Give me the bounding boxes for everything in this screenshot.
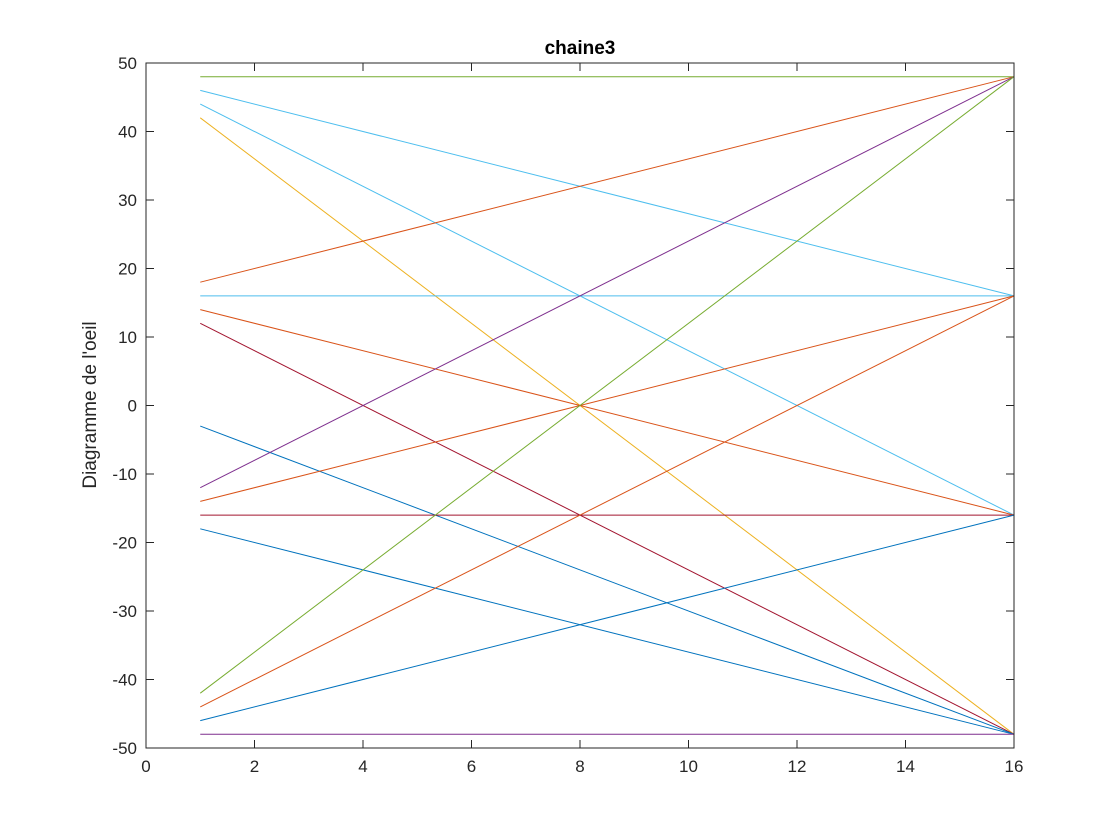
series-line-4 — [199, 117, 1015, 735]
series-line-15 — [200, 295, 1015, 708]
x-tick-label: 4 — [358, 757, 367, 776]
series-line-10 — [200, 76, 1015, 489]
y-tick-label: 0 — [128, 397, 137, 416]
series-line-16 — [200, 514, 1015, 722]
series-line-8 — [200, 322, 1015, 735]
series-line-2 — [200, 89, 1015, 297]
y-tick-label: 10 — [118, 328, 137, 347]
series-line-14 — [199, 76, 1015, 694]
y-tick-label: -20 — [112, 534, 137, 553]
y-tick-label: -10 — [112, 465, 137, 484]
x-tick-label: 8 — [575, 757, 584, 776]
x-tick-label: 12 — [788, 757, 807, 776]
series-line-3 — [200, 103, 1015, 516]
chart-title: chaine3 — [545, 38, 616, 59]
y-tick-label: -40 — [112, 671, 137, 690]
y-tick-label: -30 — [112, 602, 137, 621]
x-tick-label: 0 — [141, 757, 150, 776]
y-tick-label: 20 — [118, 260, 137, 279]
x-tick-label: 2 — [250, 757, 259, 776]
ticks-layer: 0 2 4 6 8 10 12 14 16 50 40 30 20 10 0 -10 -20 -30 -40 -50 — [112, 54, 1023, 776]
y-axis-label: Diagramme de l'oeil — [80, 321, 101, 488]
x-tick-label: 10 — [679, 757, 698, 776]
series-line-11 — [200, 295, 1015, 502]
series-line-5 — [200, 76, 1015, 283]
x-tick-label: 14 — [896, 757, 915, 776]
y-tick-label: -50 — [112, 739, 137, 758]
series-line-9 — [200, 425, 1015, 735]
x-tick-label: 16 — [1005, 757, 1024, 776]
series-line-7 — [200, 309, 1015, 516]
y-tick-label: 40 — [118, 123, 137, 142]
series-line-13 — [200, 528, 1015, 735]
series-layer — [199, 76, 1015, 735]
y-tick-label: 30 — [118, 191, 137, 210]
x-tick-label: 6 — [467, 757, 476, 776]
y-tick-label: 50 — [118, 54, 137, 73]
